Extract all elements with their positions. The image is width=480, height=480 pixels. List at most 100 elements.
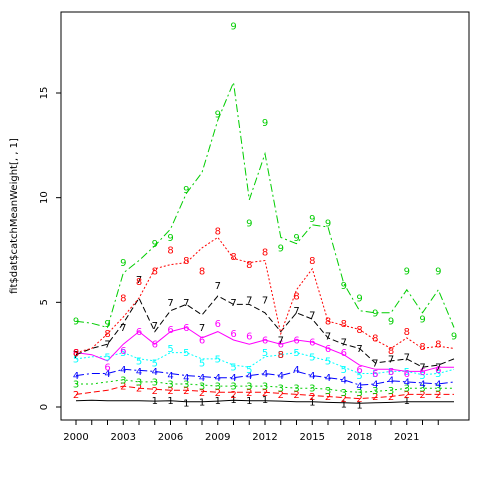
data-point-label-2: 2 <box>183 386 189 397</box>
data-point-label-8: 8 <box>293 292 299 303</box>
data-point-label-7: 7 <box>372 359 378 370</box>
data-point-label-7: 7 <box>435 363 441 374</box>
data-point-label-9: 9 <box>404 266 410 277</box>
data-point-label-5: 5 <box>167 344 173 355</box>
data-point-label-5: 5 <box>388 367 394 378</box>
data-point-label-3: 3 <box>73 380 79 391</box>
series-line-2 <box>75 385 454 400</box>
data-point-label-8: 8 <box>167 246 173 257</box>
data-point-label-8: 8 <box>246 260 252 271</box>
y-tick-label: 10 <box>39 191 50 204</box>
data-point-label-9: 9 <box>419 315 425 326</box>
data-point-label-9: 9 <box>120 258 126 269</box>
data-point-label-2: 2 <box>435 390 441 401</box>
data-point-label-5: 5 <box>341 365 347 376</box>
data-point-label-8: 8 <box>341 319 347 330</box>
data-point-label-6: 6 <box>309 338 315 349</box>
data-point-label-2: 2 <box>262 388 268 399</box>
series-line-1 <box>75 399 454 404</box>
data-point-label-2: 2 <box>404 390 410 401</box>
data-point-label-7: 7 <box>341 338 347 349</box>
data-point-label-6: 6 <box>136 327 142 338</box>
data-point-label-8: 8 <box>356 325 362 336</box>
x-tick-label: 2015 <box>300 432 325 443</box>
x-tick-label: 2006 <box>158 432 183 443</box>
data-point-label-3: 3 <box>136 377 142 388</box>
data-point-label-5: 5 <box>372 369 378 380</box>
data-point-label-9: 9 <box>152 239 158 250</box>
data-point-label-2: 2 <box>356 394 362 405</box>
data-point-label-2: 2 <box>120 382 126 393</box>
series-layer <box>75 80 455 404</box>
data-point-label-4: 4 <box>404 377 410 388</box>
data-point-label-3: 3 <box>278 384 284 395</box>
data-point-label-1: 1 <box>356 400 362 411</box>
data-point-label-2: 2 <box>278 390 284 401</box>
data-point-label-6: 6 <box>104 363 110 374</box>
data-point-label-2: 2 <box>388 392 394 403</box>
data-point-label-6: 6 <box>262 336 268 347</box>
data-point-label-2: 2 <box>341 394 347 405</box>
data-point-label-8: 8 <box>230 252 236 263</box>
data-point-label-3: 3 <box>325 386 331 397</box>
data-point-label-7: 7 <box>388 354 394 365</box>
data-point-label-6: 6 <box>167 325 173 336</box>
data-point-label-2: 2 <box>325 392 331 403</box>
data-point-label-2: 2 <box>372 392 378 403</box>
data-point-label-4: 4 <box>183 373 189 384</box>
data-point-label-8: 8 <box>309 256 315 267</box>
data-point-label-9: 9 <box>356 294 362 305</box>
data-point-label-9: 9 <box>104 319 110 330</box>
data-point-label-4: 4 <box>309 371 315 382</box>
series-line-7 <box>75 295 455 368</box>
y-axis: 0 5 10 15 <box>39 87 62 410</box>
data-point-label-5: 5 <box>278 350 284 361</box>
y-axis-title: fit$dat$catchMeanWeight[, , 1] <box>9 138 20 294</box>
data-point-label-5: 5 <box>293 348 299 359</box>
data-point-label-6: 6 <box>230 329 236 340</box>
data-point-label-6: 6 <box>278 340 284 351</box>
data-point-label-4: 4 <box>419 380 425 391</box>
data-point-label-5: 5 <box>309 352 315 363</box>
data-point-label-7: 7 <box>419 363 425 374</box>
data-point-label-8: 8 <box>152 266 158 277</box>
data-point-label-6: 6 <box>341 348 347 359</box>
data-point-label-6: 6 <box>372 369 378 380</box>
data-point-label-5: 5 <box>199 359 205 370</box>
data-point-label-9: 9 <box>372 308 378 319</box>
data-point-label-8: 8 <box>183 256 189 267</box>
data-point-label-3: 3 <box>215 382 221 393</box>
data-point-label-8: 8 <box>419 342 425 353</box>
data-point-label-1: 1 <box>309 397 315 408</box>
data-point-label-1: 1 <box>183 398 189 409</box>
data-point-label-9: 9 <box>246 218 252 229</box>
data-point-label-7: 7 <box>356 344 362 355</box>
data-point-label-5: 5 <box>356 371 362 382</box>
data-point-label-9: 9 <box>167 233 173 244</box>
data-point-label-8: 8 <box>120 294 126 305</box>
data-point-label-2: 2 <box>293 390 299 401</box>
data-point-label-9: 9 <box>309 214 315 225</box>
data-point-label-3: 3 <box>183 380 189 391</box>
data-point-label-5: 5 <box>419 371 425 382</box>
data-point-label-8: 8 <box>404 327 410 338</box>
data-point-label-8: 8 <box>199 266 205 277</box>
data-point-label-9: 9 <box>325 218 331 229</box>
data-point-label-7: 7 <box>152 321 158 332</box>
x-tick-label: 2018 <box>347 432 372 443</box>
x-tick-label: 2003 <box>111 432 136 443</box>
data-point-label-2: 2 <box>419 390 425 401</box>
data-point-label-7: 7 <box>262 296 268 307</box>
data-point-label-7: 7 <box>278 336 284 347</box>
data-point-label-7: 7 <box>136 275 142 286</box>
data-point-label-6: 6 <box>215 319 221 330</box>
data-point-label-4: 4 <box>372 380 378 391</box>
data-point-label-7: 7 <box>215 281 221 292</box>
data-point-label-8: 8 <box>215 227 221 238</box>
data-point-label-3: 3 <box>230 382 236 393</box>
data-point-label-2: 2 <box>136 384 142 395</box>
data-point-label-4: 4 <box>199 373 205 384</box>
data-point-label-4: 4 <box>293 365 299 376</box>
data-point-label-6: 6 <box>152 340 158 351</box>
x-tick-label: 2021 <box>394 432 419 443</box>
